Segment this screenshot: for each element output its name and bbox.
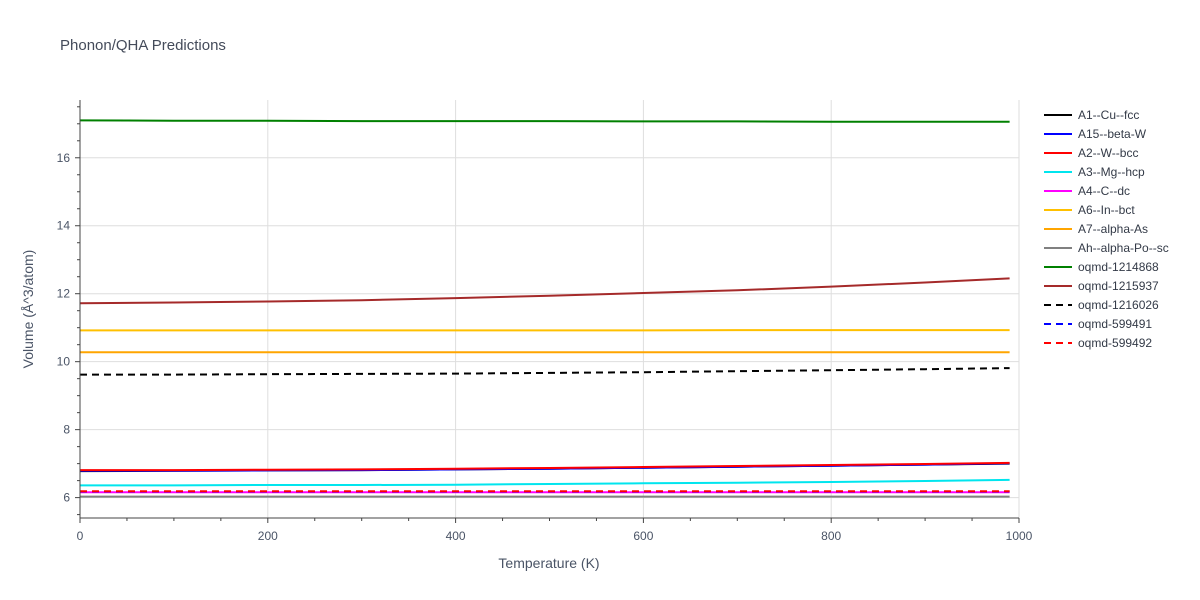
legend-item-label: A1--Cu--fcc <box>1078 108 1139 122</box>
legend-item-label: A3--Mg--hcp <box>1078 165 1145 179</box>
y-tick-label: 12 <box>57 287 71 301</box>
y-tick-label: 16 <box>57 151 71 165</box>
x-axis-title: Temperature (K) <box>498 555 599 571</box>
y-tick-label: 10 <box>57 355 71 369</box>
legend-item-label: oqmd-1214868 <box>1078 260 1159 274</box>
x-tick-label: 400 <box>446 529 466 543</box>
chart-title: Phonon/QHA Predictions <box>60 37 226 54</box>
legend-item-label: oqmd-599491 <box>1078 317 1152 331</box>
legend-item-label: oqmd-1215937 <box>1078 279 1159 293</box>
legend-item-label: Ah--alpha-Po--sc <box>1078 241 1169 255</box>
y-tick-label: 14 <box>57 219 71 233</box>
legend-item-label: A7--alpha-As <box>1078 222 1148 236</box>
series-line-A2--W--bcc <box>80 461 1010 472</box>
series-line-oqmd-1215937 <box>79 277 1010 305</box>
legend-item-label: A4--C--dc <box>1078 184 1130 198</box>
y-axis-title: Volume (Å^3/atom) <box>20 250 36 369</box>
series-layer <box>79 119 1010 498</box>
x-tick-label: 0 <box>77 529 84 543</box>
legend-item-label: oqmd-599492 <box>1078 336 1152 350</box>
series-line-A3--Mg--hcp <box>80 478 1010 487</box>
x-tick-label: 1000 <box>1006 529 1033 543</box>
legend-item-label: A6--In--bct <box>1078 203 1135 217</box>
x-tick-label: 200 <box>258 529 278 543</box>
legend-item-label: oqmd-1216026 <box>1078 298 1159 312</box>
axes-layer: 0 200 400 600 800 1000 6 8 10 12 14 16 <box>57 100 1033 543</box>
x-tick-label: 800 <box>821 529 841 543</box>
legend-item-label: A15--beta-W <box>1078 127 1147 141</box>
series-line-oqmd-1214868 <box>79 119 1010 123</box>
y-tick-label: 6 <box>63 491 70 505</box>
legend: A1--Cu--fcc A15--beta-W A2--W--bcc A3--Mg--… <box>1044 108 1169 350</box>
x-tick-label: 600 <box>633 529 653 543</box>
grid-layer <box>80 100 1020 518</box>
y-tick-label: 8 <box>63 423 70 437</box>
legend-item-label: A2--W--bcc <box>1078 146 1138 160</box>
series-line-oqmd-1216026 <box>80 367 1010 376</box>
